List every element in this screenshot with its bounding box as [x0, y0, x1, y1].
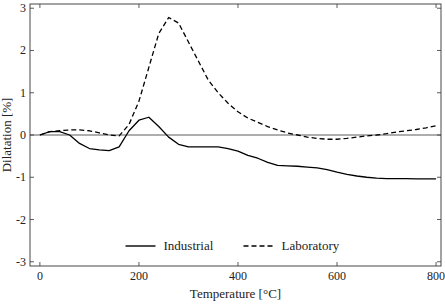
x-tick-label: 200: [130, 269, 148, 283]
x-tick-top: [337, 4, 338, 8]
x-axis-label: Temperature [°C]: [190, 286, 281, 301]
plot-area: [40, 18, 436, 179]
x-tick-top: [436, 4, 437, 8]
x-tick: [436, 262, 437, 266]
legend-swatch: [244, 245, 274, 246]
y-tick: [30, 92, 34, 93]
series-line: [40, 18, 436, 140]
y-tick-right: [437, 261, 441, 262]
y-tick: [30, 177, 34, 178]
y-tick: [30, 50, 34, 51]
y-tick-right: [437, 50, 441, 51]
series-line: [40, 117, 436, 179]
x-tick-label: 400: [229, 269, 247, 283]
y-tick: [30, 8, 34, 9]
y-tick-right: [437, 8, 441, 9]
x-tick-top: [39, 4, 40, 8]
x-tick-label: 0: [37, 269, 43, 283]
y-tick: [30, 219, 34, 220]
x-tick-label: 600: [328, 269, 346, 283]
x-tick: [138, 262, 139, 266]
y-tick-right: [437, 135, 441, 136]
y-tick-label: -3: [16, 255, 26, 269]
y-tick-right: [437, 177, 441, 178]
legend-label: Laboratory: [282, 238, 340, 253]
x-tick: [39, 262, 40, 266]
y-tick-right: [437, 219, 441, 220]
y-tick: [30, 261, 34, 262]
x-tick-label: 800: [427, 269, 445, 283]
y-axis-label: Dilatation [%]: [0, 98, 14, 173]
legend-label: Industrial: [164, 238, 214, 253]
legend-swatch: [126, 245, 156, 246]
y-tick-label: 1: [20, 86, 26, 100]
y-tick: [30, 135, 34, 136]
y-tick-right: [437, 92, 441, 93]
y-tick-label: -2: [16, 213, 26, 227]
y-tick-label: 0: [20, 128, 26, 142]
plot-frame: [30, 4, 441, 266]
chart: 0 200 400 600 800 -3 -2 -1 0 1 2 3 Temperature [°C] D…: [0, 0, 445, 304]
x-tick: [337, 262, 338, 266]
legend: Industrial Laboratory: [126, 238, 340, 253]
y-tick-label: -1: [16, 170, 26, 184]
y-tick-label: 2: [20, 43, 26, 57]
x-tick-top: [138, 4, 139, 8]
x-tick-top: [237, 4, 238, 8]
x-tick: [237, 262, 238, 266]
y-tick-label: 3: [20, 1, 26, 15]
